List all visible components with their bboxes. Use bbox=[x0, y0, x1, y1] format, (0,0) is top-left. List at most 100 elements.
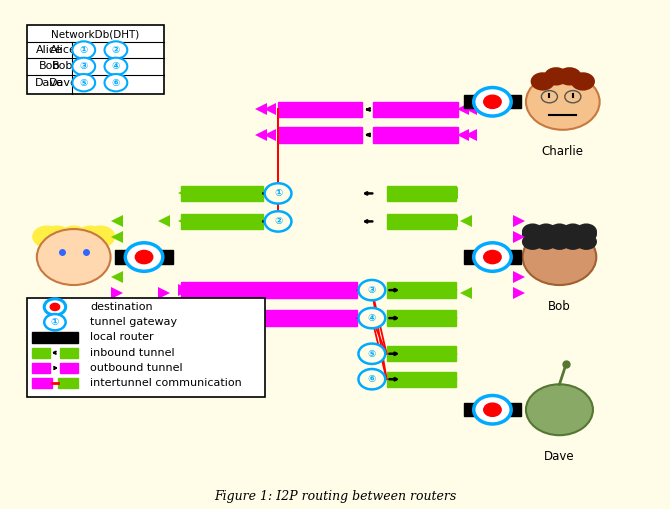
Text: inbound tunnel: inbound tunnel bbox=[90, 348, 175, 358]
Circle shape bbox=[549, 223, 570, 240]
Bar bbox=[387, 346, 456, 361]
Text: ①: ① bbox=[51, 317, 59, 327]
Circle shape bbox=[522, 226, 543, 242]
Circle shape bbox=[358, 308, 385, 328]
Circle shape bbox=[562, 234, 584, 250]
Text: local router: local router bbox=[90, 332, 154, 343]
Circle shape bbox=[105, 41, 127, 59]
Circle shape bbox=[549, 234, 570, 250]
Text: ⑤: ⑤ bbox=[368, 349, 376, 359]
Bar bbox=[32, 348, 50, 358]
Circle shape bbox=[37, 229, 111, 285]
Circle shape bbox=[265, 211, 291, 232]
Circle shape bbox=[358, 280, 385, 300]
Circle shape bbox=[562, 223, 584, 240]
Circle shape bbox=[105, 74, 127, 92]
Circle shape bbox=[531, 72, 555, 91]
Circle shape bbox=[535, 223, 557, 240]
Bar bbox=[60, 363, 78, 373]
Text: intertunnel communication: intertunnel communication bbox=[90, 378, 242, 388]
Text: ⑤: ⑤ bbox=[80, 78, 88, 88]
Bar bbox=[387, 186, 456, 201]
Circle shape bbox=[32, 225, 62, 248]
Circle shape bbox=[42, 225, 72, 248]
Bar bbox=[464, 403, 521, 416]
Circle shape bbox=[125, 243, 163, 271]
Bar bbox=[27, 25, 164, 94]
Circle shape bbox=[135, 250, 153, 264]
Bar bbox=[32, 363, 50, 373]
Text: ④: ④ bbox=[112, 62, 120, 71]
Text: ①: ① bbox=[274, 188, 282, 199]
Bar bbox=[373, 102, 458, 117]
Text: outbound tunnel: outbound tunnel bbox=[90, 363, 183, 373]
Circle shape bbox=[44, 314, 66, 330]
Circle shape bbox=[526, 384, 593, 435]
Circle shape bbox=[535, 234, 557, 250]
Circle shape bbox=[544, 67, 568, 86]
Text: ③: ③ bbox=[80, 62, 88, 71]
Circle shape bbox=[526, 74, 600, 130]
Circle shape bbox=[535, 226, 557, 242]
Bar bbox=[32, 378, 52, 388]
Circle shape bbox=[484, 95, 501, 108]
Circle shape bbox=[522, 223, 543, 240]
Circle shape bbox=[59, 225, 88, 248]
Text: destination: destination bbox=[90, 302, 153, 312]
Bar bbox=[115, 250, 173, 264]
Circle shape bbox=[86, 225, 115, 248]
Bar bbox=[181, 186, 263, 201]
Circle shape bbox=[358, 344, 385, 364]
Circle shape bbox=[358, 369, 385, 389]
Bar bbox=[387, 214, 456, 229]
Circle shape bbox=[72, 58, 95, 75]
Circle shape bbox=[44, 299, 66, 315]
Text: Dave: Dave bbox=[35, 78, 64, 88]
Text: ④: ④ bbox=[368, 313, 376, 323]
Bar bbox=[387, 372, 456, 387]
Bar bbox=[387, 310, 456, 326]
Bar bbox=[278, 127, 362, 143]
Text: Bob: Bob bbox=[548, 300, 571, 314]
Text: tunnel gateway: tunnel gateway bbox=[90, 317, 178, 327]
Bar bbox=[181, 282, 357, 298]
Text: Charlie: Charlie bbox=[542, 145, 584, 158]
Text: NetworkDb(DHT): NetworkDb(DHT) bbox=[52, 30, 139, 40]
Circle shape bbox=[72, 41, 95, 59]
Circle shape bbox=[562, 226, 584, 242]
Circle shape bbox=[576, 223, 597, 240]
Bar bbox=[464, 95, 521, 108]
Circle shape bbox=[576, 234, 597, 250]
Text: ②: ② bbox=[112, 45, 120, 55]
Circle shape bbox=[265, 183, 291, 204]
Circle shape bbox=[474, 88, 511, 116]
Text: Bob: Bob bbox=[39, 62, 60, 71]
Circle shape bbox=[474, 395, 511, 424]
Bar bbox=[387, 282, 456, 298]
Text: ⑥: ⑥ bbox=[112, 78, 120, 88]
Text: ②: ② bbox=[274, 216, 282, 227]
Circle shape bbox=[76, 225, 105, 248]
Bar bbox=[58, 378, 78, 388]
Text: Alice: Alice bbox=[36, 45, 63, 55]
Circle shape bbox=[576, 226, 597, 242]
Bar bbox=[181, 310, 357, 326]
Circle shape bbox=[72, 74, 95, 92]
Circle shape bbox=[474, 243, 511, 271]
Text: Alice: Alice bbox=[60, 300, 88, 314]
Text: Dave: Dave bbox=[544, 450, 575, 464]
Circle shape bbox=[105, 58, 127, 75]
Circle shape bbox=[523, 229, 596, 285]
Bar bbox=[278, 102, 362, 117]
Circle shape bbox=[484, 403, 501, 416]
Text: ③: ③ bbox=[368, 285, 376, 295]
Text: ①: ① bbox=[80, 45, 88, 55]
Circle shape bbox=[522, 234, 543, 250]
Circle shape bbox=[571, 72, 595, 91]
Bar bbox=[32, 332, 78, 343]
Circle shape bbox=[549, 226, 570, 242]
Text: Bob: Bob bbox=[52, 62, 74, 71]
Circle shape bbox=[557, 67, 582, 86]
Bar bbox=[464, 250, 521, 264]
Bar bbox=[181, 214, 263, 229]
